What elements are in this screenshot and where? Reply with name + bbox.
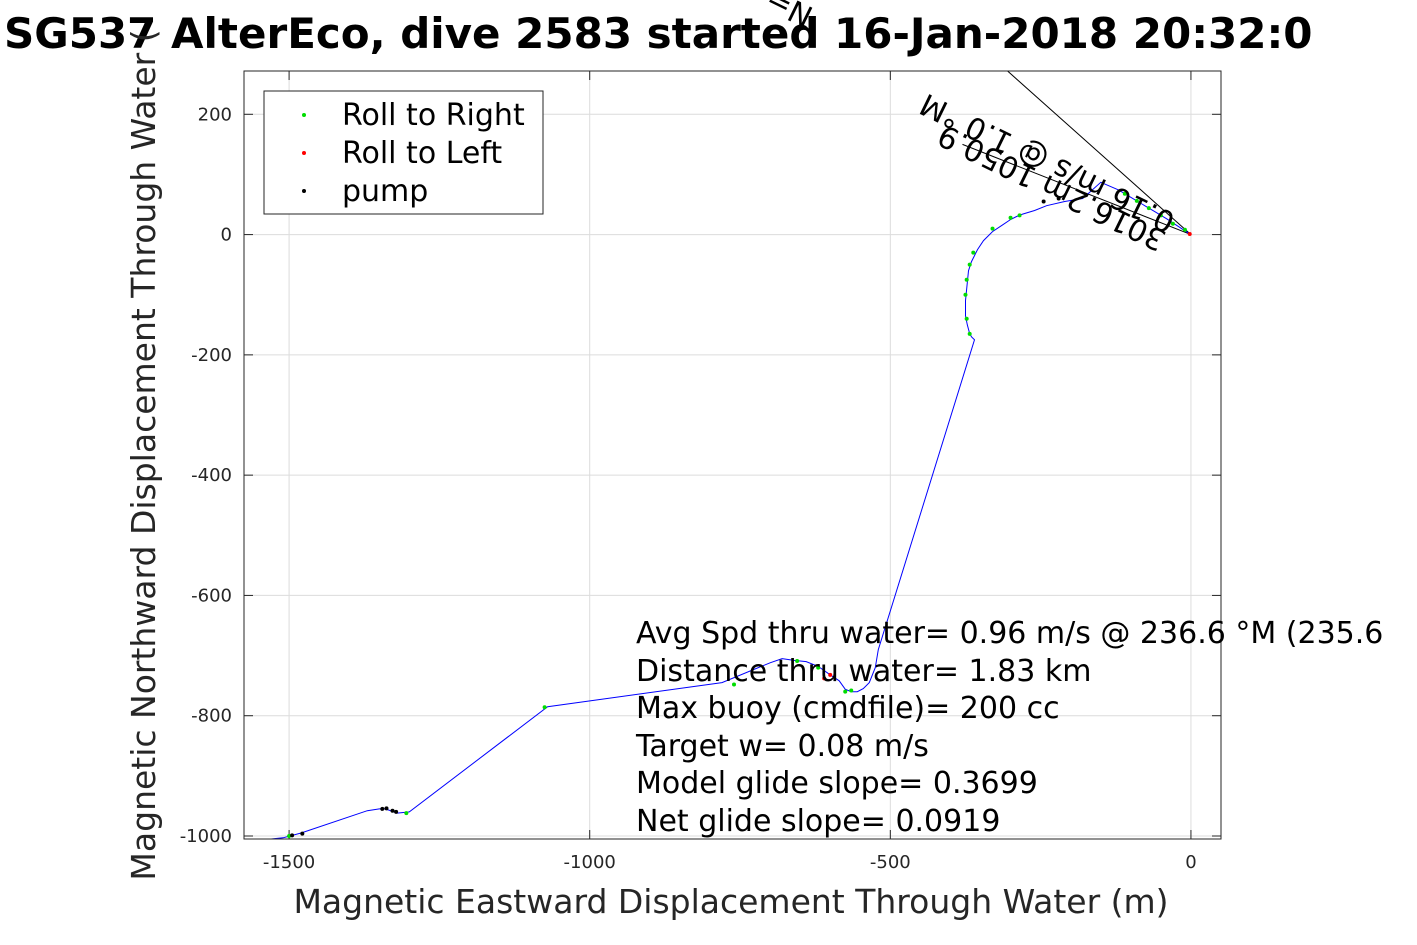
x-tick-label: 0 [1185,852,1196,873]
pump-point [300,831,305,836]
pump-point [290,833,295,838]
roll-left-point [1187,231,1192,236]
current-lines [962,70,1192,236]
y-tick-label: 0 [221,225,232,246]
roll-right-point [971,250,976,255]
roll-right-point [1008,215,1013,220]
x-tick-label: -1500 [263,852,315,873]
net-glide-text: Net glide slope= 0.0919 [636,804,1000,839]
roll-right-point [287,833,292,838]
pump-point [380,806,385,811]
roll-right-point [964,277,969,282]
series-layer [271,181,1192,839]
roll-right-point [1182,227,1187,232]
legend-label-pump: pump [342,174,428,209]
roll-right-point [816,665,821,670]
plot-frame [243,70,1222,840]
avg-speed-text: Avg Spd thru water= 0.96 m/s @ 236.6 °M … [636,616,1383,651]
pump-point [1041,199,1046,204]
y-tick-label: -200 [191,345,232,366]
roll-right-point [1170,221,1175,226]
chart-title: SG537 AlterEco, dive 2583 started 16-Jan… [4,9,1312,58]
max-buoy-text: Max buoy (cmdfile)= 200 cc [636,691,1060,726]
roll-right-point [1158,213,1163,218]
roll-right-point [843,689,848,694]
roll-right-point [1017,213,1022,218]
roll-right-point [967,331,972,336]
y-tick-label: -1000 [180,826,232,847]
current-direction-line [962,143,1192,236]
target-w-text: Target w= 0.08 m/s [635,729,929,764]
legend-box [263,90,544,215]
roll-right-point [732,682,737,687]
legend-label-roll-right: Roll to Right [342,98,525,133]
grid [244,71,1221,839]
pump-point [1056,196,1061,201]
pump-point [390,808,395,813]
current-direction-line [1007,70,1192,235]
x-tick-label: -1000 [564,852,616,873]
x-axis-label: Magnetic Eastward Displacement Through W… [293,882,1168,921]
x-tick-label: -500 [870,852,911,873]
roll-right-point [964,316,969,321]
roll-left-point [828,672,833,677]
dive-statistics: Avg Spd thru water= 0.96 m/s @ 236.6 °M … [635,616,1383,839]
roll-left-point [822,676,827,681]
y-tick-label: 200 [198,104,232,125]
roll-right-point [963,292,968,297]
roll-right-point [990,226,995,231]
roll-right-point [967,262,972,267]
y-tick-label: -400 [191,465,232,486]
y-tick-label: -600 [191,585,232,606]
legend-marker-roll-right [302,113,306,117]
track-line [271,181,1192,839]
roll-right-point [542,705,547,710]
roll-right-point [795,658,800,663]
roll-right-point [1146,206,1151,211]
roll-right-point [1134,198,1139,203]
tick-labels: -1500 -1000 -500 0 -1000 -800 -600 -400 -200 0 200 [180,104,1197,873]
y-tick-label: -800 [191,706,232,727]
legend-marker-roll-left [302,151,306,155]
roll-right-point [1122,191,1127,196]
legend: Roll to Right Roll to Left pump [263,90,544,215]
pump-point [394,809,399,814]
roll-right-point [404,811,409,816]
axis-ticks [244,71,1221,839]
y-axis-label: Magnetic Northward Displacement Through … [124,29,163,880]
legend-marker-pump [302,189,306,193]
distance-text: Distance thru water= 1.83 km [636,654,1091,689]
model-glide-text: Model glide slope= 0.3699 [636,766,1038,801]
legend-label-roll-left: Roll to Left [342,136,502,171]
roll-right-point [849,688,854,693]
pump-point [384,806,389,811]
